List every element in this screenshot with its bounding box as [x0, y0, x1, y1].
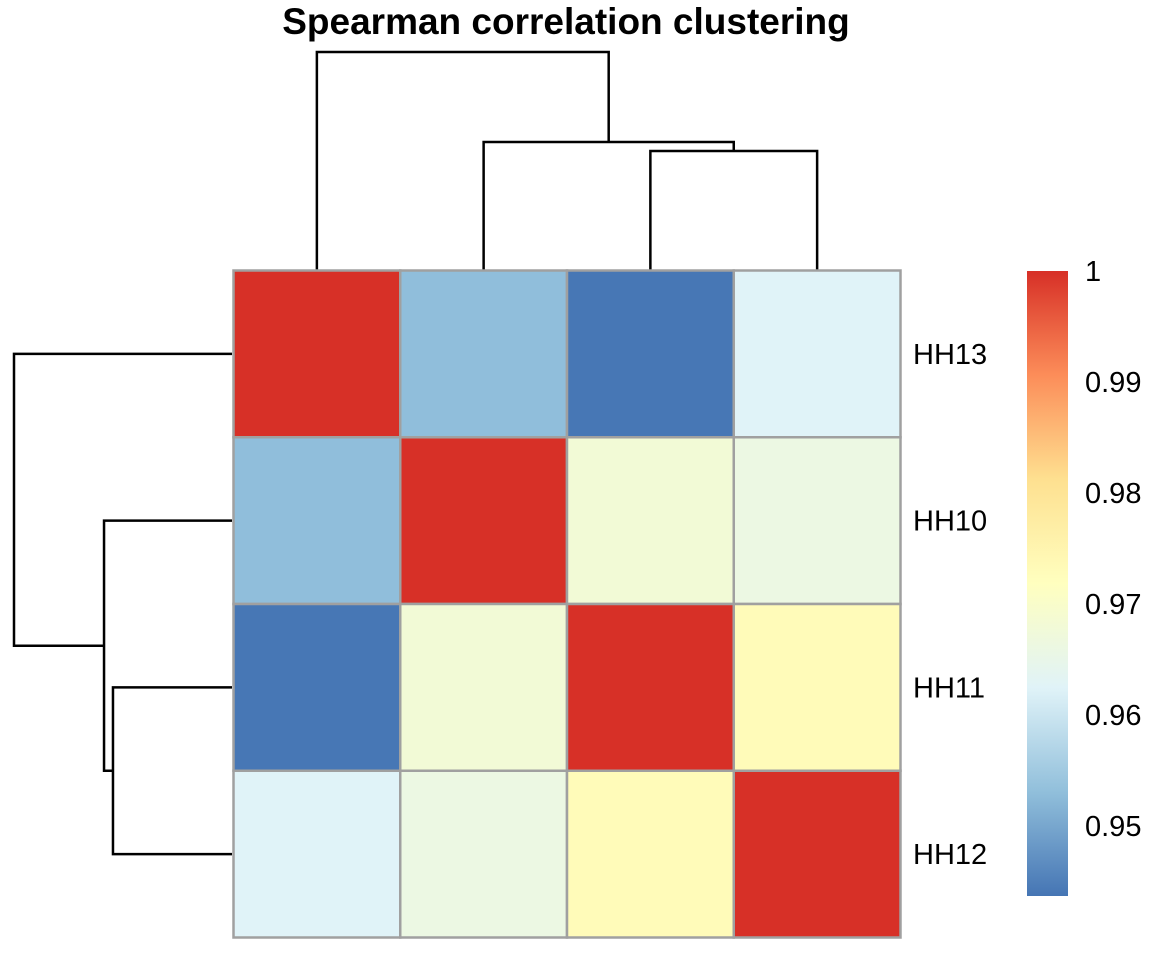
- heatmap-cell: [565, 602, 735, 772]
- legend-tick-label: 1: [1085, 256, 1101, 288]
- chart-title: Spearman correlation clustering: [282, 1, 850, 42]
- heatmap-cell: [565, 436, 735, 606]
- legend-color-bar: [1027, 271, 1068, 896]
- legend-tick-label: 0.98: [1085, 478, 1141, 510]
- heatmap-cell: [732, 269, 902, 439]
- heatmap-cell: [732, 602, 902, 772]
- heatmap-cell: [232, 436, 402, 606]
- heatmap-cell: [232, 602, 402, 772]
- legend-tick-label: 0.95: [1085, 811, 1141, 843]
- heatmap-cell: [732, 436, 902, 606]
- dendrogram-branch: [649, 149, 819, 270]
- legend-tick-label: 0.96: [1085, 700, 1141, 732]
- row-label: HH10: [913, 506, 987, 538]
- heatmap-cell: [399, 602, 569, 772]
- dendrogram-branch: [111, 686, 232, 856]
- row-label: HH13: [913, 339, 987, 371]
- legend-tick-label: 0.99: [1085, 367, 1141, 399]
- heatmap-cell: [399, 769, 569, 939]
- heatmap-cell: [232, 269, 402, 439]
- dendrogram-branch: [482, 140, 735, 270]
- row-label: HH11: [913, 672, 985, 704]
- heatmap-cell: [399, 269, 569, 439]
- row-dendrogram: [12, 352, 232, 856]
- row-labels: HH13 HH10 HH11 HH12: [913, 339, 987, 871]
- dendrogram-branch: [102, 519, 232, 772]
- dendrogram-branch: [315, 50, 610, 270]
- heatmap-cell: [565, 769, 735, 939]
- column-dendrogram: [315, 50, 819, 270]
- dendrogram-branch: [12, 352, 232, 647]
- color-legend: 1 0.99 0.98 0.97 0.96 0.95: [1027, 256, 1141, 896]
- heatmap-cell: [732, 769, 902, 939]
- row-label: HH12: [913, 839, 987, 871]
- heatmap-cell: [565, 269, 735, 439]
- heatmap-cell: [232, 769, 402, 939]
- heatmap-cell: [399, 436, 569, 606]
- legend-tick-label: 0.97: [1085, 589, 1141, 621]
- heatmap-cells: [232, 269, 902, 939]
